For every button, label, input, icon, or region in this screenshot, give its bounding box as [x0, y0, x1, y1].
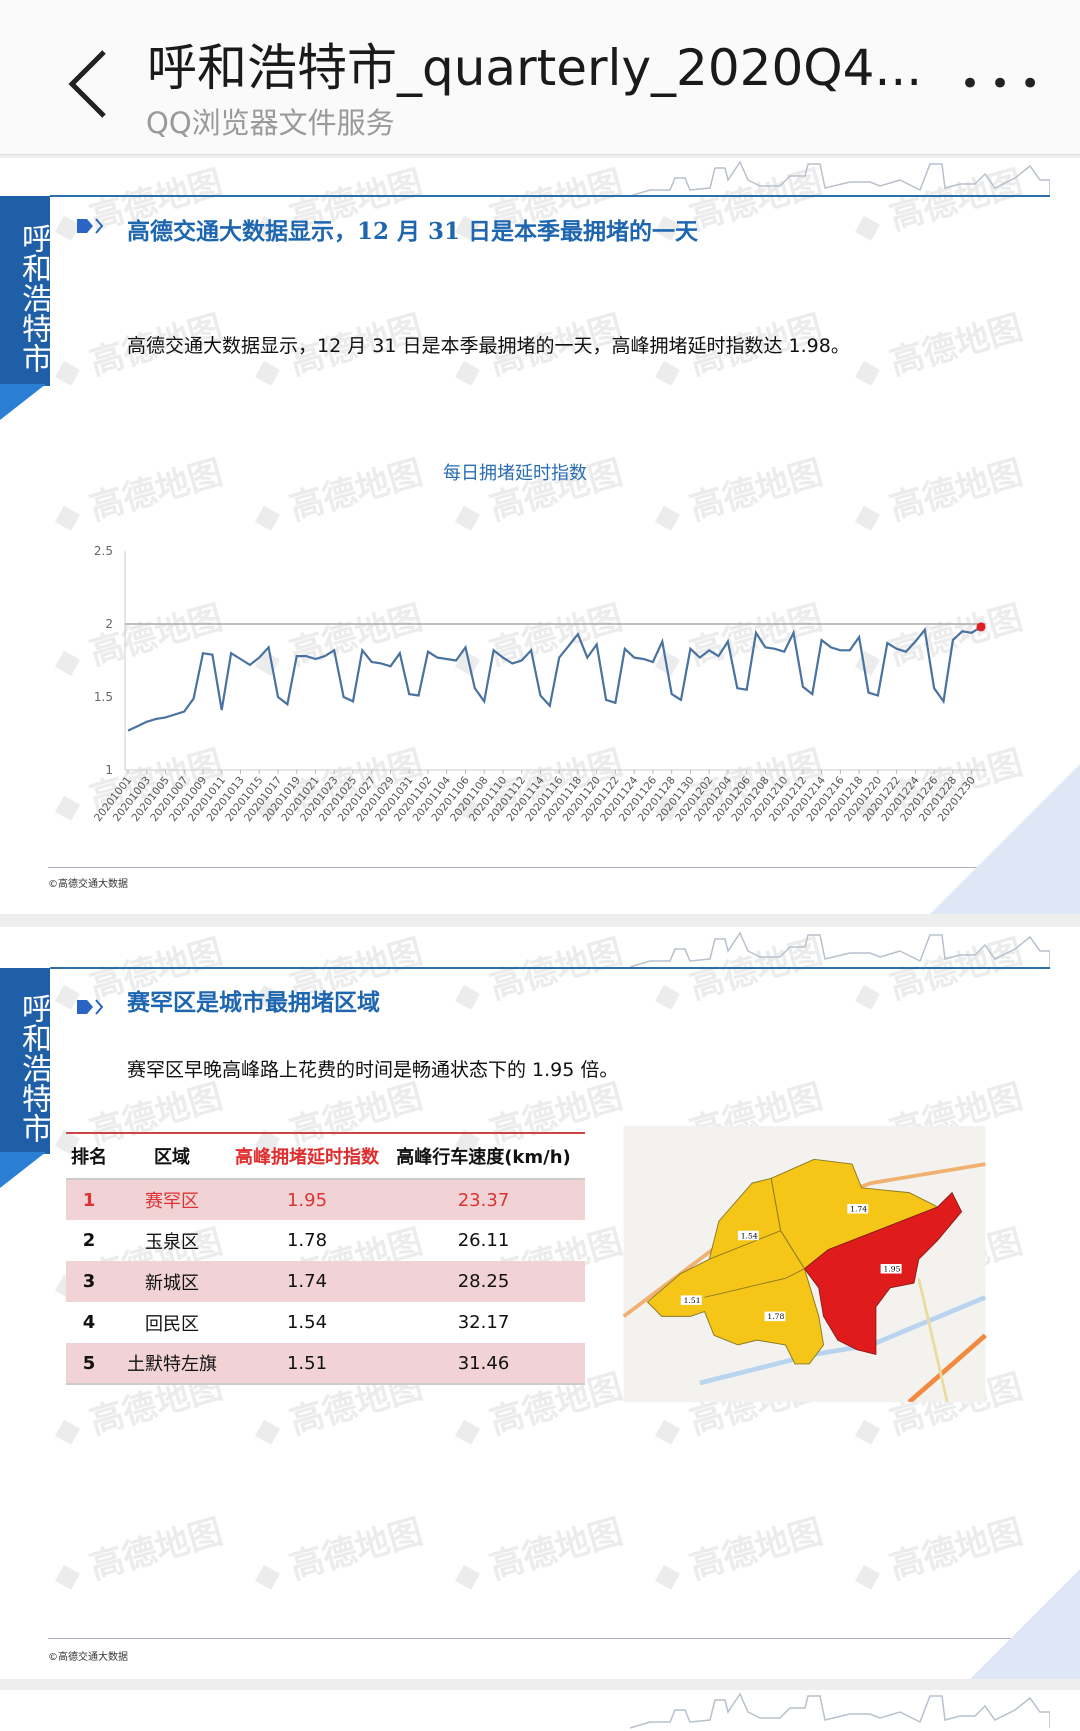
slide-9-partial [0, 1690, 1080, 1731]
district: 玉泉区 [145, 1231, 199, 1253]
district-ranking-table: 排名 区域 高峰拥堵延时指数 高峰行车速度(km/h) 1 赛罕区 1.95 23.3… [66, 1132, 585, 1385]
table-row: 1 赛罕区 1.95 23.37 [66, 1179, 585, 1220]
district: 赛罕区 [112, 1179, 232, 1220]
chevron-left-icon[interactable] [62, 44, 122, 124]
speed: 32.17 [457, 1312, 510, 1333]
district: 土默特左旗 [112, 1343, 232, 1385]
y-tick-label: 1 [105, 763, 113, 777]
table-row: 5 土默特左旗 1.51 31.46 [66, 1343, 585, 1385]
speed: 23.37 [382, 1179, 585, 1220]
y-tick-label: 2.5 [94, 544, 113, 558]
watermark: ◆ 高德地图 [448, 1511, 628, 1599]
speed: 26.11 [457, 1230, 510, 1251]
delay-index: 1.78 [286, 1230, 328, 1251]
col-delay-index: 高峰拥堵延时指数 [232, 1132, 382, 1180]
map-label: 1.95 [883, 1265, 900, 1274]
footer-source: ©高德交通大数据 [48, 879, 128, 890]
document-title: 呼和浩特市_quarterly_2020Q4... [147, 39, 923, 97]
delay-index: 1.54 [286, 1312, 328, 1333]
city-side-tab: 呼和浩特市 [0, 968, 51, 1154]
delay-index: 1.74 [232, 1261, 382, 1302]
watermark: ◆ 高德地图 [648, 1511, 828, 1599]
map-label: 1.54 [741, 1231, 758, 1240]
map-district-xincheng [770, 1158, 939, 1270]
watermark: ◆ 高德地图 [248, 1511, 428, 1599]
table-row: 4 回民区 1.54 32.17 [66, 1302, 585, 1343]
table-row: 2 玉泉区 1.78 26.11 [66, 1220, 585, 1261]
app-header: 呼和浩特市_quarterly_2020Q4... QQ浏览器文件服务 ••• [0, 0, 1080, 155]
corner-decoration [930, 764, 1080, 914]
skyline-decoration [630, 160, 1050, 197]
daily-congestion-line-chart: 11.522.520201001202010032020100520201007… [92, 544, 986, 824]
y-tick-label: 2 [105, 617, 113, 631]
bullet-arrow-icon [77, 999, 103, 1015]
slide-heading: 赛罕区是城市最拥堵区域 [127, 989, 380, 1016]
city-side-tab: 呼和浩特市 [0, 196, 51, 386]
skyline-decoration [630, 1692, 1050, 1729]
chart-title: 每日拥堵延时指数 [443, 463, 587, 484]
rank: 2 [82, 1230, 96, 1251]
slide-7: ◆ 高德地图 ◆ 高德地图 ◆ 高德地图 ◆ 高德地图 ◆ 高德地图 ◆ 高德地图 ◆ 高德… [0, 158, 1080, 914]
col-speed: 高峰行车速度(km/h) [382, 1132, 585, 1180]
footer-source: ©高德交通大数据 [48, 1652, 128, 1663]
slide-heading: 高德交通大数据显示，12 月 31 日是本季最拥堵的一天 [127, 218, 699, 245]
slide-body-text: 赛罕区早晚高峰路上花费的时间是畅通状态下的 1.95 倍。 [127, 1059, 619, 1081]
district-congestion-map: 1.74 1.54 1.51 1.78 1.95 [622, 1126, 987, 1402]
watermark: ◆ 高德地图 [448, 931, 628, 1019]
delay-index: 1.51 [232, 1343, 382, 1385]
map-label: 1.78 [767, 1312, 784, 1321]
col-district: 区域 [112, 1132, 232, 1180]
rank: 4 [82, 1312, 96, 1333]
more-menu-button[interactable]: ••• [960, 64, 1051, 104]
table-header-row: 排名 区域 高峰拥堵延时指数 高峰行车速度(km/h) [66, 1132, 585, 1180]
district: 回民区 [145, 1313, 199, 1335]
slide-body-text: 高德交通大数据显示，12 月 31 日是本季最拥堵的一天，高峰拥堵延时指数达 1… [127, 335, 850, 357]
watermark: ◆ 高德地图 [48, 1511, 228, 1599]
data-point [976, 622, 986, 632]
rank: 3 [66, 1261, 112, 1302]
skyline-decoration [630, 931, 1050, 968]
map-label: 1.74 [850, 1205, 867, 1214]
table-row: 3 新城区 1.74 28.25 [66, 1261, 585, 1302]
bullet-arrow-icon [77, 218, 103, 234]
speed: 31.46 [382, 1343, 585, 1385]
delay-index: 1.95 [232, 1179, 382, 1220]
rank: 1 [66, 1179, 112, 1220]
y-tick-label: 1.5 [94, 690, 113, 704]
corner-decoration [970, 1569, 1080, 1679]
speed: 28.25 [382, 1261, 585, 1302]
series-line [127, 625, 982, 732]
col-rank: 排名 [66, 1132, 112, 1180]
rank: 5 [66, 1343, 112, 1385]
district: 新城区 [112, 1261, 232, 1302]
map-label: 1.51 [684, 1296, 701, 1305]
document-subtitle: QQ浏览器文件服务 [146, 106, 395, 140]
